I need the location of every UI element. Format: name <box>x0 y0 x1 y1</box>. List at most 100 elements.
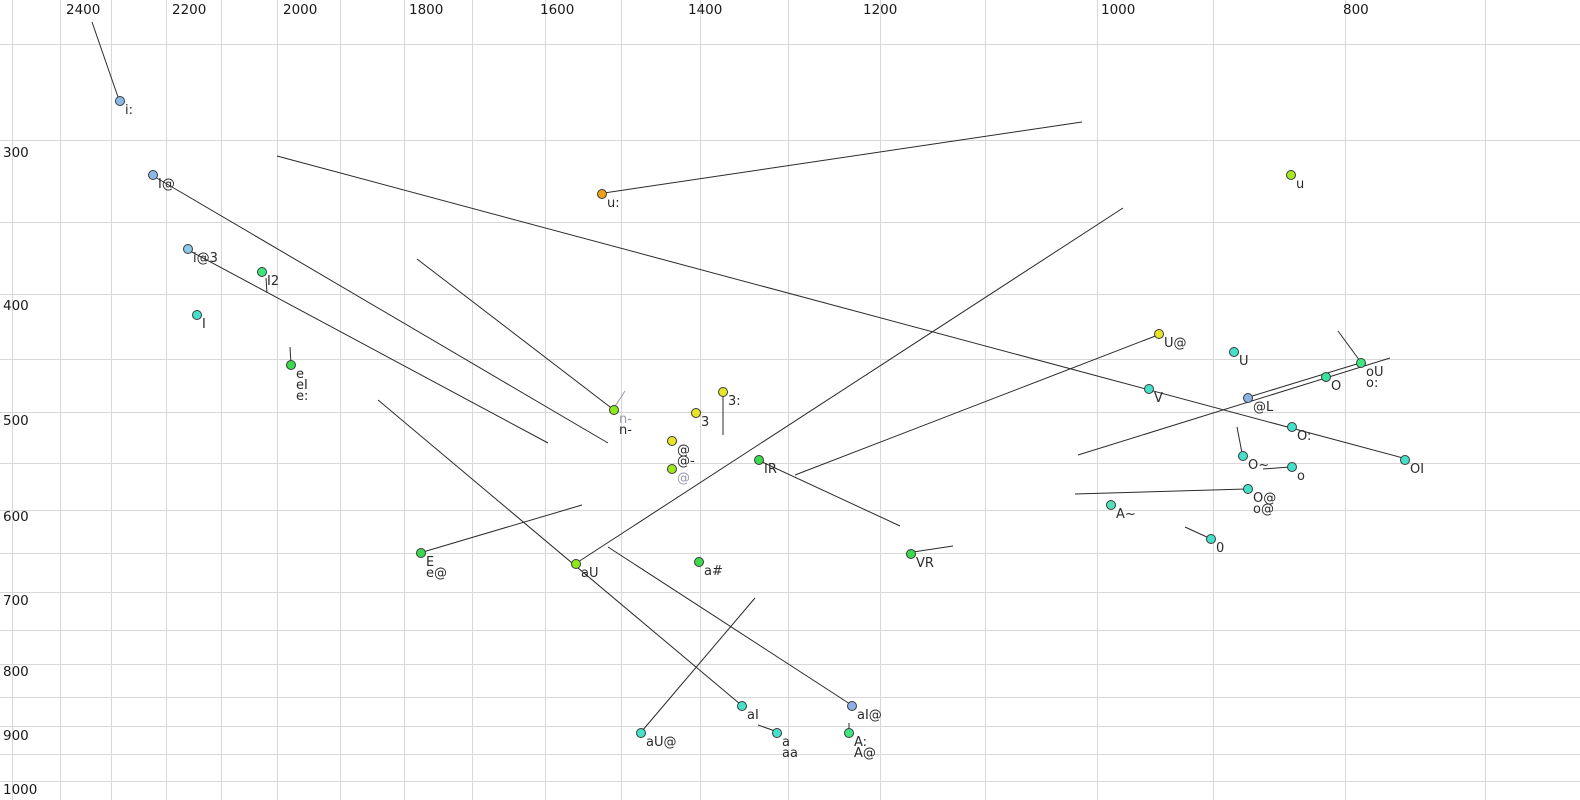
point-label-e: e: <box>296 389 308 404</box>
point-E[interactable] <box>416 548 426 558</box>
point-label-@: @ <box>677 471 690 486</box>
y-tick-label: 700 <box>3 593 29 609</box>
point-VR[interactable] <box>906 549 916 559</box>
point-A:[interactable] <box>844 728 854 738</box>
point-label-I: I <box>202 317 206 332</box>
point-V[interactable] <box>1144 384 1154 394</box>
point-label-o: o <box>1297 469 1305 484</box>
trajectory-line-O@ <box>1074 488 1247 495</box>
point-label-aI: aI <box>747 708 759 723</box>
point-label-aU@: aU@ <box>646 735 676 750</box>
point-label-@-: @- <box>677 454 695 469</box>
point-label-i:: i: <box>125 103 133 118</box>
trajectory-line-u: <box>603 121 1083 194</box>
point-I2[interactable] <box>257 267 267 277</box>
point-IR[interactable] <box>754 455 764 465</box>
trajectory-line-n- <box>416 258 615 411</box>
point-@-[interactable] <box>667 436 677 446</box>
point-o[interactable] <box>1287 462 1297 472</box>
point-O[interactable] <box>1321 372 1331 382</box>
point-@[interactable] <box>667 464 677 474</box>
trajectory-line-O~ <box>1236 426 1243 454</box>
x-tick-label: 1600 <box>540 2 574 18</box>
point-oU[interactable] <box>1356 358 1366 368</box>
point-label-VR: VR <box>916 556 934 571</box>
x-tick-label: 1400 <box>688 2 722 18</box>
point-aU[interactable] <box>571 559 581 569</box>
point-label-U: U <box>1239 354 1249 369</box>
x-tick-label: 1200 <box>863 2 897 18</box>
point-3[interactable] <box>691 408 701 418</box>
point-OI[interactable] <box>1400 455 1410 465</box>
trajectory-line-aI <box>377 399 741 705</box>
y-tick-label: 600 <box>3 509 29 525</box>
point-u:[interactable] <box>597 189 607 199</box>
point-aI@[interactable] <box>847 701 857 711</box>
point-3:[interactable] <box>718 387 728 397</box>
y-tick-label: 1000 <box>3 782 37 798</box>
point-label-a#: a# <box>704 564 723 579</box>
point-label-e: eI <box>296 378 308 393</box>
trajectory-line-oU <box>1337 330 1361 362</box>
point-label-V: V <box>1154 391 1163 406</box>
trajectory-line-aU <box>577 207 1124 563</box>
x-tick-label: 1000 <box>1101 2 1135 18</box>
trajectory-line-i: <box>91 21 119 98</box>
point-I@[interactable] <box>148 170 158 180</box>
point-a[interactable] <box>772 728 782 738</box>
trajectory-line-OI <box>276 155 1404 459</box>
point-O:[interactable] <box>1287 422 1297 432</box>
point-label-@-: @ <box>677 443 690 458</box>
point-O@[interactable] <box>1243 484 1253 494</box>
point-U@[interactable] <box>1154 329 1164 339</box>
point-label-i@3: i@3 <box>193 251 218 266</box>
point-aI[interactable] <box>737 701 747 711</box>
point-u[interactable] <box>1286 170 1296 180</box>
trajectory-line-@L <box>1248 362 1361 398</box>
trajectory-line-aU@ <box>641 597 756 732</box>
point-A~[interactable] <box>1106 500 1116 510</box>
point-label-3:: 3: <box>728 394 741 409</box>
point-label-n-: n- <box>619 423 632 438</box>
point-label-E: e@ <box>426 566 447 581</box>
point-label-I@: I@ <box>158 177 175 192</box>
point-label-U@: U@ <box>1164 336 1187 351</box>
point-aU@[interactable] <box>636 728 646 738</box>
trajectory-line-VR <box>912 545 954 553</box>
point-O~[interactable] <box>1238 451 1248 461</box>
point-label-aU: aU <box>581 566 598 581</box>
point-i@3[interactable] <box>183 244 193 254</box>
trajectory-line-I2 <box>265 277 268 294</box>
point-I[interactable] <box>192 310 202 320</box>
point-n-[interactable] <box>609 405 619 415</box>
point-label-IR: IR <box>764 462 777 477</box>
point-label-I2: I2 <box>267 274 279 289</box>
point-a#[interactable] <box>694 557 704 567</box>
point-e[interactable] <box>286 360 296 370</box>
point-label-O~: O~ <box>1248 458 1269 473</box>
x-tick-label: 1800 <box>409 2 443 18</box>
trajectory-line-E <box>422 504 583 553</box>
point-label-0: 0 <box>1216 541 1224 556</box>
point-U[interactable] <box>1229 347 1239 357</box>
point-label-n-: n- <box>619 412 632 427</box>
x-tick-label: 2000 <box>283 2 317 18</box>
point-label-3: 3 <box>701 415 709 430</box>
point-label-A:: A@ <box>854 746 876 761</box>
point-i:[interactable] <box>115 96 125 106</box>
point-label-u: u <box>1296 177 1304 192</box>
trajectory-line-o <box>1262 466 1291 470</box>
y-tick-label: 300 <box>3 145 29 161</box>
x-tick-label: 2400 <box>66 2 100 18</box>
y-tick-label: 400 <box>3 298 29 314</box>
trajectory-line-U@ <box>794 334 1159 476</box>
point-label-O: O <box>1331 379 1341 394</box>
point-label-u:: u: <box>607 196 620 211</box>
point-0[interactable] <box>1206 534 1216 544</box>
point-label-A~: A~ <box>1116 507 1136 522</box>
point-label-O@: O@ <box>1253 491 1276 506</box>
point-@L[interactable] <box>1243 393 1253 403</box>
x-tick-label: 2200 <box>172 2 206 18</box>
point-label-O:: O: <box>1297 429 1311 444</box>
